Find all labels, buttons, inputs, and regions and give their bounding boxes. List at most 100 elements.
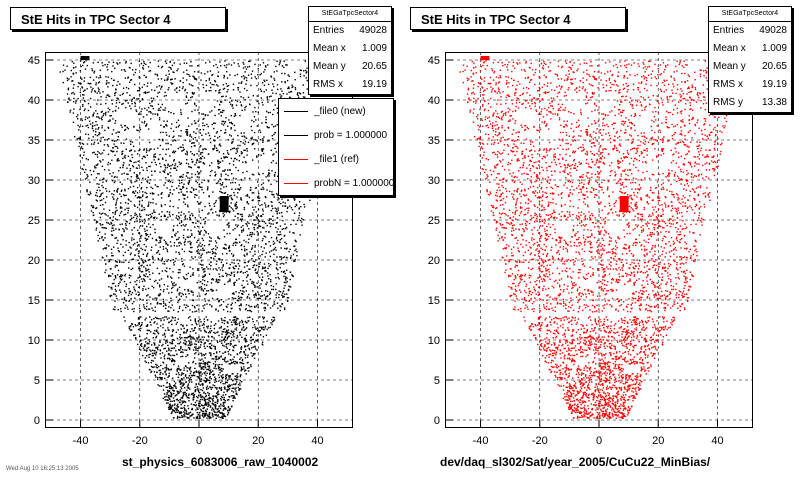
hit-point [281, 90, 283, 92]
hit-point [139, 335, 141, 338]
hit-point [133, 161, 135, 164]
hit-point [257, 208, 260, 211]
hit-point [266, 290, 269, 293]
hit-point [150, 359, 153, 362]
hit-point [138, 164, 140, 166]
hit-point [222, 88, 225, 90]
hit-point [183, 241, 186, 244]
hit-point [235, 337, 238, 339]
hit-point [183, 400, 185, 402]
hit-point [106, 80, 108, 82]
hit-point [189, 334, 191, 336]
hit-point [145, 260, 147, 263]
hit-point [213, 327, 216, 330]
hit-point [203, 163, 206, 165]
hit-point [235, 319, 238, 321]
hit-point [228, 210, 230, 213]
hit-point [171, 404, 174, 407]
hit-point [170, 385, 172, 388]
hit-point [245, 308, 247, 310]
hit-point [262, 250, 264, 253]
hit-point [127, 178, 129, 180]
hit-point [283, 287, 285, 289]
hit-point [230, 330, 233, 332]
hit-point [147, 66, 150, 68]
hit-point [221, 101, 223, 103]
hit-point [115, 201, 118, 203]
hit-point [98, 183, 100, 185]
hit-point [72, 100, 75, 103]
hit-point [254, 341, 256, 343]
hit-point [231, 141, 233, 144]
hit-point [124, 213, 127, 216]
hit-point [142, 64, 145, 67]
hit-point [273, 248, 276, 250]
hit-point [222, 120, 225, 123]
hit-point [146, 229, 148, 232]
hit-point [173, 407, 176, 409]
hit-point [260, 183, 263, 186]
hit-point [255, 110, 257, 113]
hit-point [170, 342, 172, 345]
hit-point [155, 252, 158, 254]
hit-point [108, 137, 110, 140]
hit-point [227, 379, 229, 381]
hit-point [232, 331, 234, 334]
hit-point [194, 194, 197, 196]
hit-point [200, 170, 202, 172]
hit-point [115, 295, 117, 297]
hit-point [206, 363, 209, 365]
hit-point [257, 234, 259, 236]
hit-point [225, 248, 227, 250]
hit-point [186, 416, 188, 418]
hit-point [143, 222, 146, 224]
hit-point [250, 235, 253, 238]
hit-point [121, 103, 123, 105]
hit-point [182, 309, 184, 312]
hit-point [135, 217, 138, 220]
hit-point [134, 83, 136, 86]
hit-point [105, 180, 108, 182]
hit-point [159, 162, 161, 165]
hit-point [129, 186, 132, 188]
hit-point [209, 406, 212, 408]
hit-point [141, 322, 143, 324]
hit-point [231, 384, 233, 386]
hit-point [255, 216, 258, 218]
hit-point [193, 92, 196, 94]
hit-point [192, 85, 194, 87]
hit-point [77, 137, 80, 140]
hit-point [139, 340, 142, 342]
hit-point [222, 153, 225, 155]
hit-point [162, 384, 165, 387]
hit-point [80, 118, 83, 120]
hit-point [165, 123, 167, 126]
hit-point [272, 305, 274, 307]
hit-point [205, 84, 208, 87]
hit-point [141, 248, 144, 251]
hit-point [190, 166, 193, 169]
hit-point [184, 391, 186, 394]
hit-point [269, 255, 272, 258]
hit-point [151, 354, 153, 357]
hit-point [163, 347, 165, 350]
hit-point [121, 234, 123, 236]
hit-point [189, 240, 191, 243]
hit-point [101, 235, 103, 238]
hit-point [116, 97, 118, 99]
hit-point [117, 97, 119, 100]
hit-point [177, 231, 179, 233]
hit-point [257, 74, 259, 76]
hit-point [128, 290, 131, 292]
hit-point [183, 331, 185, 334]
hit-point [212, 257, 215, 260]
hit-point [96, 139, 99, 141]
hit-point [224, 316, 226, 319]
hit-point [222, 413, 224, 415]
hit-point [185, 381, 187, 383]
hit-point [261, 188, 263, 191]
hit-point [125, 220, 127, 223]
hit-point [185, 162, 188, 164]
hit-point [141, 205, 143, 208]
hit-point [95, 191, 98, 194]
